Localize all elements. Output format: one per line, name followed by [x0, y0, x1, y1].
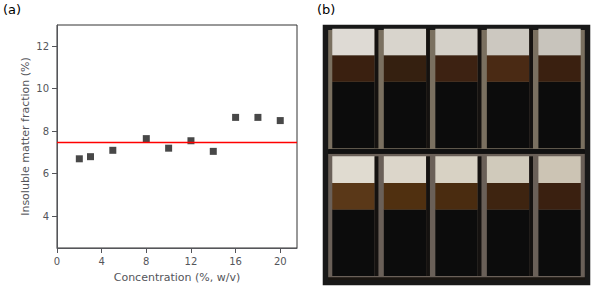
svg-text:4: 4 — [98, 256, 104, 267]
svg-text:(b): (b) — [317, 2, 335, 17]
svg-text:4: 4 — [43, 211, 49, 222]
svg-text:6: 6 — [43, 168, 49, 179]
svg-text:20: 20 — [274, 256, 287, 267]
svg-text:0: 0 — [54, 256, 60, 267]
svg-text:8: 8 — [143, 256, 149, 267]
svg-text:10: 10 — [36, 83, 49, 94]
svg-text:8: 8 — [43, 126, 49, 137]
svg-text:Insoluble matter fraction (%): Insoluble matter fraction (%) — [19, 57, 32, 216]
svg-text:16: 16 — [229, 256, 242, 267]
svg-text:Concentration (%, w/v): Concentration (%, w/v) — [114, 271, 241, 284]
svg-text:(a): (a) — [3, 2, 21, 17]
svg-text:12: 12 — [185, 256, 198, 267]
svg-text:12: 12 — [36, 41, 49, 52]
